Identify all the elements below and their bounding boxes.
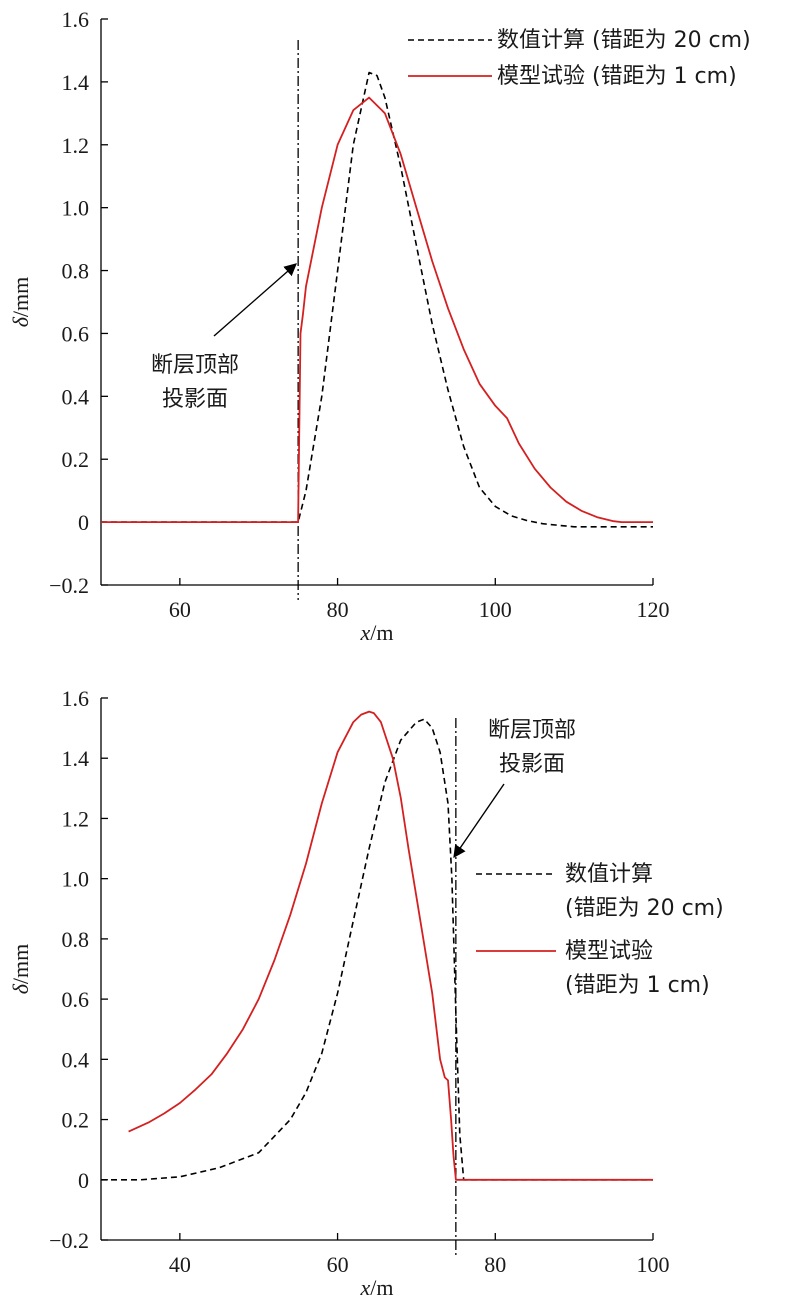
y-tick-label: 1.6	[62, 686, 90, 711]
x-tick-label: 80	[327, 597, 349, 622]
x-tick-label: 60	[169, 597, 191, 622]
annotation-arrow	[453, 783, 505, 859]
series-line-model-test	[101, 96, 653, 523]
legend-label: 模型试验 (错距为 1 cm)	[497, 64, 737, 89]
series-line-model-test	[128, 710, 653, 1181]
annotation-label: 断层顶部	[488, 718, 576, 743]
legend: 数值计算 (错距为 20 cm) 模型试验 (错距为 1 cm)	[476, 862, 724, 998]
chart-panel-2: −0.2 0 0.2 0.4 0.6 0.8 1.0 1.2 1.4 1.6 40 60 80 100 x/…	[8, 686, 724, 1300]
annotation-arrow	[213, 263, 297, 337]
annotation-label: 投影面	[499, 752, 565, 777]
y-tick-label: −0.2	[49, 1228, 89, 1253]
legend: 数值计算 (错距为 20 cm) 模型试验 (错距为 1 cm)	[408, 28, 751, 89]
y-tick-label: 1.0	[62, 196, 90, 221]
annotation-label: 断层顶部	[151, 353, 239, 378]
x-axis-title: x/m	[360, 1275, 394, 1300]
y-tick-label: 0.6	[62, 321, 90, 346]
y-axis-title: δ/mm	[8, 944, 33, 995]
y-tick-label: 0.2	[62, 447, 90, 472]
y-tick-label: 0.8	[62, 927, 90, 952]
series-line-numerical	[101, 71, 653, 528]
legend-label: 模型试验	[565, 939, 653, 964]
y-tick-label: 0.4	[62, 384, 90, 409]
y-tick-label: 1.0	[62, 867, 90, 892]
y-tick-label: 0.2	[62, 1108, 90, 1133]
y-tick-label: 0	[78, 1168, 89, 1193]
y-tick-label: 0.4	[62, 1047, 90, 1072]
y-tick-label: 1.4	[62, 70, 90, 95]
y-tick-label: 1.2	[62, 806, 90, 831]
y-tick-label: −0.2	[49, 573, 89, 598]
y-tick-label: 1.6	[62, 7, 90, 32]
legend-label: (错距为 1 cm)	[565, 973, 710, 998]
x-tick-label: 80	[484, 1252, 506, 1277]
y-axis-title: δ/mm	[8, 277, 33, 328]
x-tick-label: 100	[637, 1252, 670, 1277]
x-axis-title: x/m	[360, 620, 394, 645]
y-tick-label: 0.8	[62, 259, 90, 284]
y-tick-label: 0	[78, 510, 89, 535]
chart-panel-1: −0.2 0 0.2 0.4 0.6 0.8 1.0 1.2 1.4 1.6 60 80 100 120 x…	[8, 7, 751, 645]
y-tick-label: 1.4	[62, 746, 90, 771]
x-tick-label: 60	[327, 1252, 349, 1277]
annotation-label: 投影面	[162, 387, 228, 412]
legend-label: (错距为 20 cm)	[565, 896, 724, 921]
x-tick-label: 120	[637, 597, 670, 622]
x-tick-label: 40	[169, 1252, 191, 1277]
legend-label: 数值计算	[565, 862, 653, 887]
series-line-numerical	[101, 718, 653, 1181]
x-tick-label: 100	[479, 597, 512, 622]
legend-label: 数值计算 (错距为 20 cm)	[497, 28, 751, 53]
y-tick-label: 0.6	[62, 987, 90, 1012]
y-tick-label: 1.2	[62, 133, 90, 158]
